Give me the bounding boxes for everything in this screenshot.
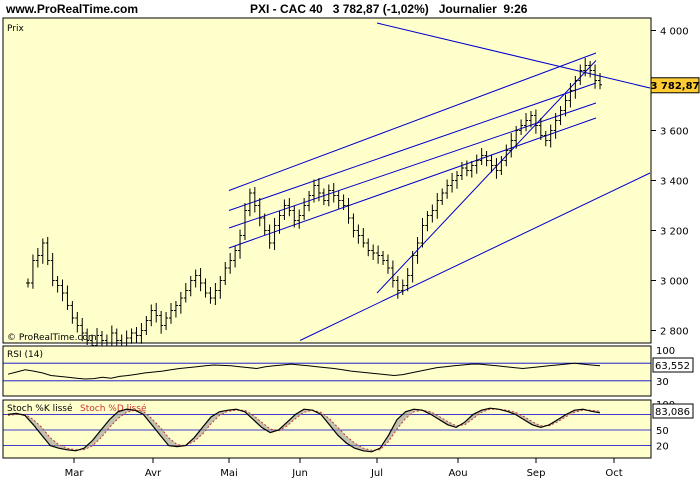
last-price-label: 3 782,87 [650,81,699,92]
rsi-title: RSI (14) [7,350,43,360]
rsi-line [7,362,601,380]
level-label: 50 [656,426,669,437]
stoch-k-line [7,407,601,453]
price-tick-label: 2 800 [660,327,689,338]
level-label: 30 [656,377,669,388]
stoch-d-title: Stoch %D lissé [80,403,147,414]
trend-line [228,82,597,211]
rsi-panel [2,345,652,397]
level-label: 100 [656,346,675,357]
stoch-value-label: 83,086 [655,407,690,418]
trend-lines [228,22,651,341]
x-tick-label: Jun [291,468,308,479]
trend-line [376,60,597,294]
x-tick-label: Sep [527,468,546,479]
x-tick-label: Mai [220,468,238,479]
price-bars [26,58,602,353]
price-panel [2,17,652,344]
x-axis: Mar Avr Mai Jun Jul Aou Sep Oct [65,458,623,479]
stoch-panel [2,399,652,459]
price-tick-label: 4 000 [660,27,689,38]
stoch-k-title: Stoch %K lissé [7,403,73,414]
x-tick-label: Avr [145,468,162,479]
x-tick-label: Oct [605,468,622,479]
last-price-tag: 3 782,87 [650,77,700,94]
price-tick-label: 3 600 [660,127,689,138]
price-tick-label: 3 400 [660,177,689,188]
trend-line [228,52,597,191]
price-panel-label: Prix [7,24,24,34]
trend-line [299,172,651,341]
level-label: 20 [656,442,669,453]
trend-line [228,117,597,249]
x-tick-label: Aou [448,468,467,479]
x-tick-label: Mar [65,468,85,479]
trend-line [228,102,597,229]
rsi-y-axis: 100 30 [3,346,675,388]
trend-line [376,22,651,89]
price-tick-label: 3 000 [660,277,689,288]
rsi-value-label: 63,552 [655,361,690,372]
x-tick-label: Jul [370,468,383,479]
stoch-value-tag: 83,086 [652,403,694,419]
chart-title: PXI - CAC 40 3 782,87 (-1,02%) Journalie… [250,2,528,16]
site-name: www.ProRealTime.com [6,2,139,16]
header-bar: www.ProRealTime.com PXI - CAC 40 3 782,8… [0,0,700,18]
rsi-value-tag: 63,552 [652,357,694,373]
price-tick-label: 3 200 [660,227,689,238]
watermark: © ProRealTime.com [7,333,97,343]
